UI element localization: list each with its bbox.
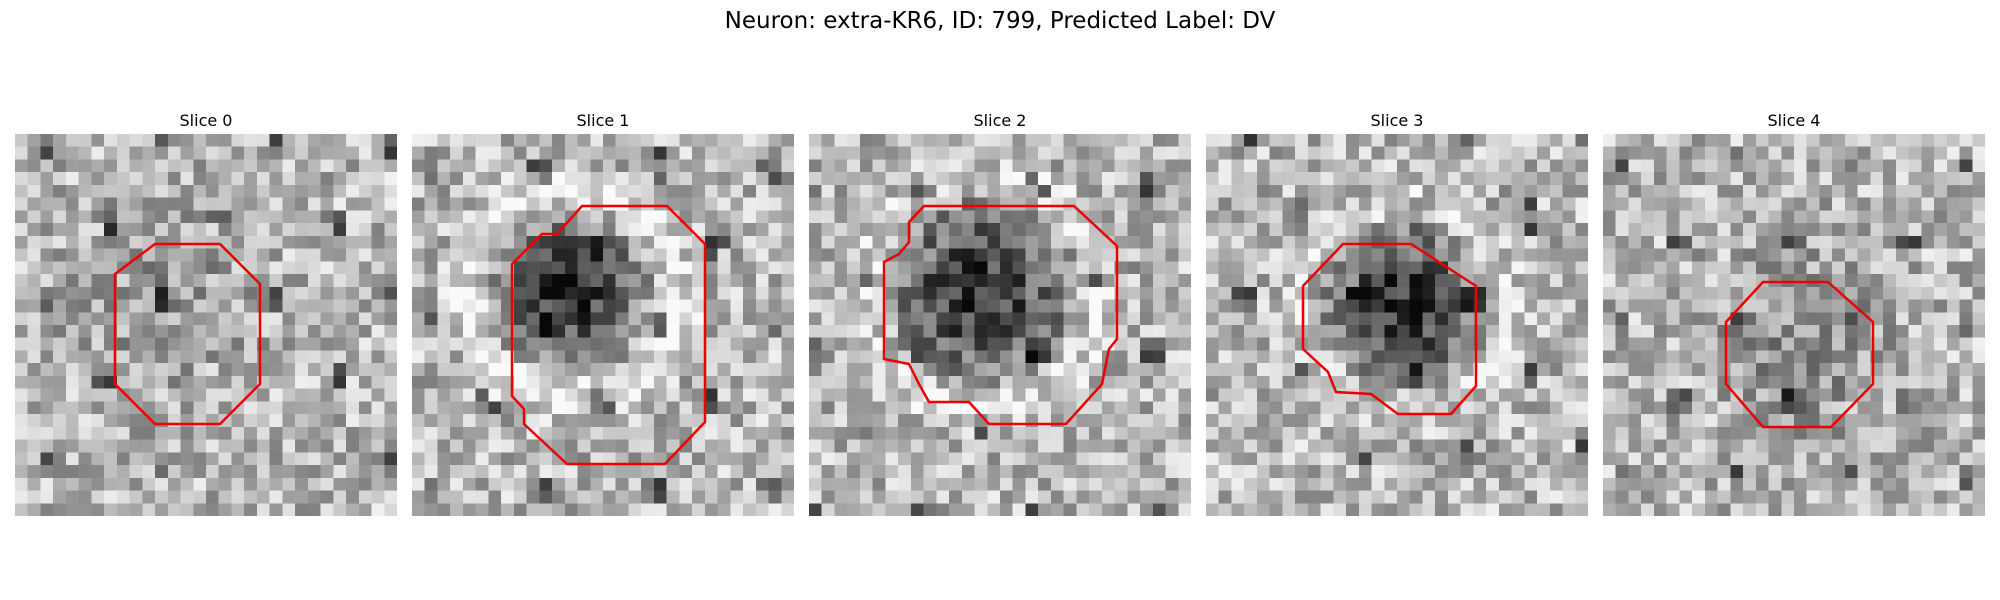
- segmentation-contour: [510, 204, 707, 466]
- slice-panel-3: Slice 3: [1206, 110, 1588, 516]
- slice-panel-0: Slice 0: [15, 110, 397, 516]
- contour-overlay: [1724, 280, 1875, 429]
- slice-panel-4: Slice 4: [1603, 110, 1985, 516]
- segmentation-contour: [882, 204, 1119, 426]
- slice-image: [809, 134, 1191, 516]
- slice-title: Slice 3: [1370, 111, 1424, 130]
- figure-title: Neuron: extra-KR6, ID: 799, Predicted La…: [724, 8, 1276, 34]
- grayscale-tile: [15, 134, 397, 516]
- slice-image: [412, 134, 794, 516]
- contour-overlay: [1301, 242, 1478, 416]
- slice-image: [1206, 134, 1588, 516]
- segmentation-contour: [1301, 242, 1478, 416]
- grayscale-tile: [1603, 134, 1985, 516]
- slice-panel-1: Slice 1: [412, 110, 794, 516]
- contour-overlay: [510, 204, 707, 466]
- slice-title: Slice 4: [1767, 111, 1821, 130]
- slice-image: [15, 134, 397, 516]
- segmentation-contour: [113, 242, 262, 426]
- slice-title: Slice 1: [576, 111, 630, 130]
- slice-title: Slice 2: [973, 111, 1027, 130]
- contour-overlay: [882, 204, 1119, 426]
- grayscale-tile: [412, 134, 794, 516]
- segmentation-contour: [1724, 280, 1875, 429]
- slice-title: Slice 0: [179, 111, 233, 130]
- slice-image: [1603, 134, 1985, 516]
- grayscale-tile: [809, 134, 1191, 516]
- grayscale-tile: [1206, 134, 1588, 516]
- slice-panel-2: Slice 2: [809, 110, 1191, 516]
- contour-overlay: [113, 242, 262, 426]
